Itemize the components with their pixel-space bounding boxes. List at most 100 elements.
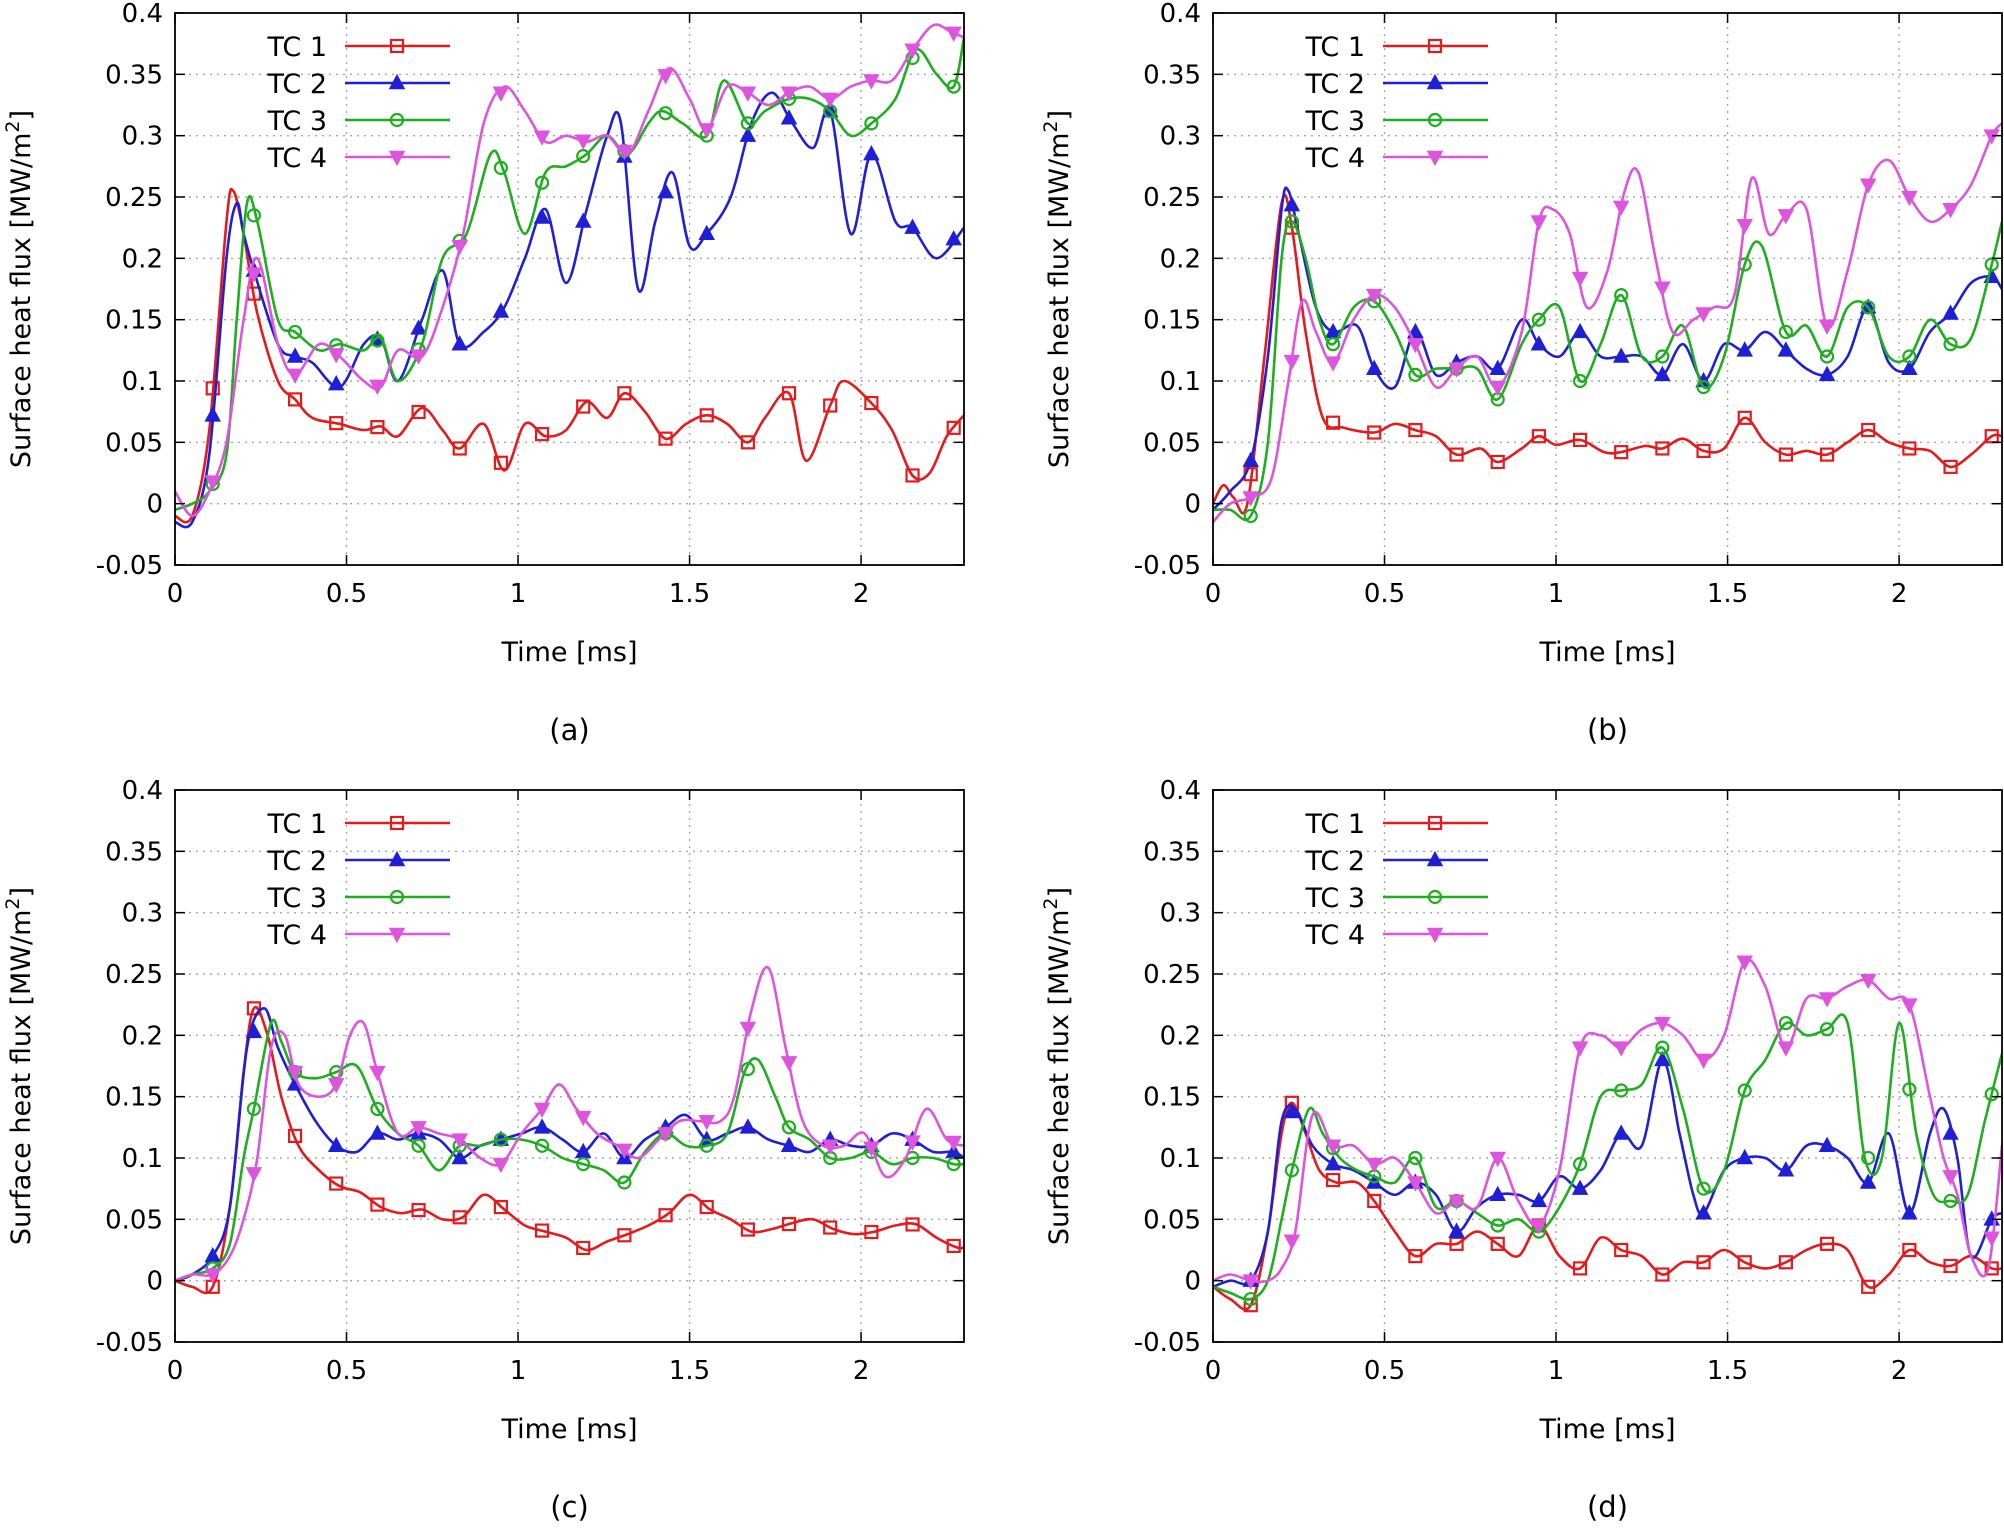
x-tick-label: 1.5 xyxy=(669,1356,710,1386)
series-marker-tc3 xyxy=(864,116,879,131)
series-marker-tc2 xyxy=(1654,365,1671,382)
series-marker-tc3 xyxy=(411,1138,426,1153)
legend-marker-tc4 xyxy=(1426,927,1444,944)
legend-label-tc2: TC 2 xyxy=(266,846,327,877)
y-tick-label: 0.05 xyxy=(105,428,163,458)
series-marker-tc4 xyxy=(863,74,880,90)
series-marker-tc3 xyxy=(576,1157,591,1172)
x-tick-label: 0.5 xyxy=(1364,1356,1405,1386)
x-tick-label: 2 xyxy=(853,1356,870,1386)
series-marker-tc4 xyxy=(1901,190,1918,207)
series-marker-tc3 xyxy=(740,1061,755,1077)
series-marker-tc1 xyxy=(905,468,920,483)
series-marker-tc1 xyxy=(1367,425,1382,440)
series-group xyxy=(175,23,964,529)
series-marker-tc1 xyxy=(1861,1279,1876,1294)
legend-marker-tc3 xyxy=(389,112,405,128)
legend-marker-tc3 xyxy=(1427,889,1443,905)
y-tick-label: 0.15 xyxy=(1143,306,1201,336)
series-marker-tc1 xyxy=(287,392,303,407)
y-tick-label: 0.25 xyxy=(105,960,163,990)
series-marker-tc1 xyxy=(576,399,591,414)
series-marker-tc1 xyxy=(946,420,961,435)
series-marker-tc4 xyxy=(1654,1016,1671,1033)
series-marker-tc1 xyxy=(1943,459,1958,474)
y-tick-label: 0.3 xyxy=(122,899,163,929)
y-tick-label: -0.05 xyxy=(96,551,163,581)
legend-marker-tc1 xyxy=(1427,815,1443,831)
series-marker-tc1 xyxy=(1531,429,1546,444)
series-marker-tc1 xyxy=(287,1128,303,1144)
series-marker-tc1 xyxy=(1655,1267,1670,1282)
series-marker-tc3 xyxy=(1861,300,1876,315)
series-marker-tc1 xyxy=(1778,1255,1793,1270)
series-marker-tc4 xyxy=(1612,200,1630,216)
series-marker-tc4 xyxy=(1736,218,1753,235)
legend-marker-tc2 xyxy=(1426,73,1444,90)
plot-frame xyxy=(174,12,965,566)
series-marker-tc4 xyxy=(1983,1231,2000,1247)
series-marker-tc4 xyxy=(1242,1274,1259,1290)
series-group xyxy=(175,965,964,1295)
series-marker-tc2 xyxy=(1242,451,1259,467)
series-marker-tc4 xyxy=(451,239,468,256)
series-marker-tc4 xyxy=(327,348,345,364)
y-tick-label: 0.35 xyxy=(1143,837,1201,867)
series-marker-tc4 xyxy=(286,368,304,384)
series-marker-tc4 xyxy=(1242,491,1259,507)
y-tick-label: 0.3 xyxy=(1160,122,1201,152)
series-marker-tc4 xyxy=(1283,354,1301,371)
series-marker-tc1 xyxy=(740,435,755,450)
y-axis-label: Surface heat flux [MW/m2] xyxy=(1040,110,1075,468)
series-marker-tc1 xyxy=(411,1203,426,1218)
series-marker-tc2 xyxy=(1818,365,1836,382)
series-line-tc4 xyxy=(1213,958,2002,1284)
series-marker-tc4 xyxy=(616,144,633,161)
series-line-tc3 xyxy=(175,1018,964,1282)
series-marker-tc4 xyxy=(1612,1041,1630,1057)
series-marker-tc3 xyxy=(658,106,673,121)
series-marker-tc2 xyxy=(780,1136,798,1152)
legend-marker-tc2 xyxy=(1426,850,1444,867)
plot-frame xyxy=(174,789,965,1343)
y-axis-label-tail: ] xyxy=(6,887,37,898)
series-marker-tc3 xyxy=(370,1101,385,1117)
series-marker-tc2 xyxy=(1777,341,1795,357)
series-marker-tc4 xyxy=(410,349,427,365)
series-marker-tc2 xyxy=(1324,1155,1342,1171)
series-marker-tc4 xyxy=(574,1110,592,1127)
legend-label-tc3: TC 3 xyxy=(266,106,327,137)
series-marker-tc1 xyxy=(1902,441,1917,456)
series-marker-tc4 xyxy=(286,1065,304,1082)
x-axis-label: Time [ms] xyxy=(500,1414,637,1445)
series-marker-tc1 xyxy=(1778,447,1793,462)
series-line-tc1 xyxy=(1213,1101,2002,1311)
series-marker-tc4 xyxy=(533,130,551,146)
series-marker-tc2 xyxy=(904,218,921,234)
series-marker-tc4 xyxy=(1942,1170,1959,1186)
x-tick-label: 0 xyxy=(1205,1356,1222,1386)
legend-label-tc1: TC 1 xyxy=(1304,32,1365,63)
series-marker-tc3 xyxy=(1284,214,1300,229)
series-marker-tc1 xyxy=(1696,1255,1711,1270)
legend-label-tc4: TC 4 xyxy=(1304,143,1365,174)
series-marker-tc3 xyxy=(1984,257,1999,272)
series-marker-tc2 xyxy=(1777,1161,1795,1177)
series-marker-tc2 xyxy=(327,1136,345,1152)
series-marker-tc1 xyxy=(658,1208,673,1223)
series-marker-tc4 xyxy=(245,1167,263,1183)
series-line-tc1 xyxy=(175,187,964,524)
x-tick-label: 1 xyxy=(510,1356,527,1386)
series-marker-tc2 xyxy=(533,1118,551,1134)
series-marker-tc2 xyxy=(780,109,798,125)
series-line-tc3 xyxy=(1213,1013,2002,1301)
series-marker-tc3 xyxy=(493,1132,508,1147)
x-tick-label: 0.5 xyxy=(326,579,367,609)
series-marker-tc4 xyxy=(698,123,715,139)
x-tick-label: 1 xyxy=(1548,1356,1565,1386)
panel-caption: (a) xyxy=(549,713,589,747)
series-marker-tc2 xyxy=(1942,304,1959,320)
y-axis-label-main: Surface heat flux [MW/m xyxy=(6,910,37,1245)
series-marker-tc4 xyxy=(698,1114,715,1131)
